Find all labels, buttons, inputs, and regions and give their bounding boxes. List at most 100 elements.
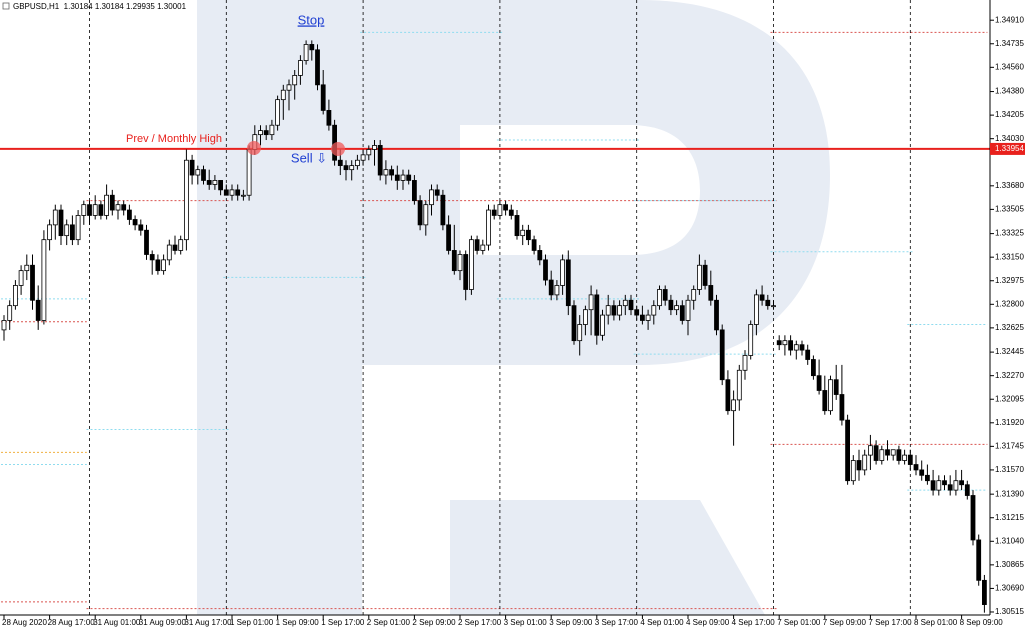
candle-body [907, 454, 913, 465]
candle-body [280, 89, 286, 101]
candle-body [1, 320, 7, 331]
candle-body [201, 169, 206, 181]
y-tick-label: 1.31745 [995, 441, 1024, 450]
candle-body [468, 239, 474, 290]
candle-body [873, 445, 879, 461]
watermark-stem [197, 0, 362, 615]
candle-body [645, 314, 651, 321]
candle-body [47, 224, 52, 241]
prev-high-annotation: Prev / Monthly High [126, 133, 222, 145]
candle-body [526, 229, 531, 241]
candle-body [885, 449, 890, 456]
candle-body [491, 209, 497, 216]
candle-body [451, 250, 457, 272]
candle-body [440, 194, 446, 226]
candle-body [600, 314, 605, 336]
candle-body [218, 180, 224, 191]
x-tick-label: 7 Sep 01:00 [777, 618, 821, 627]
candle-body [731, 399, 736, 412]
price-label-box [990, 142, 1025, 155]
candle-body [805, 349, 811, 360]
candle-body [754, 294, 759, 325]
candle-body [115, 204, 121, 211]
candle-body [292, 75, 298, 86]
candle-body [845, 419, 850, 482]
y-tick-label: 1.33325 [995, 229, 1024, 238]
x-tick-label: 2 Sep 09:00 [412, 618, 456, 627]
x-tick-label: 2 Sep 01:00 [367, 618, 411, 627]
candle-body [263, 130, 269, 136]
candle-body [936, 480, 942, 491]
candle-body [759, 294, 765, 301]
x-tick-label: 28 Aug 2020 [2, 618, 47, 627]
candles [1, 40, 987, 613]
candle-body [161, 259, 167, 272]
candle-body [793, 344, 799, 351]
candle-body [765, 299, 771, 307]
candle-body [189, 159, 195, 176]
candle-body [982, 579, 987, 605]
candle-body [719, 329, 725, 381]
candle-body [457, 254, 463, 272]
candle-body [816, 375, 822, 391]
candle-body [75, 215, 81, 241]
watermark-leg [450, 500, 765, 615]
candle-body [275, 99, 281, 126]
candle-body [87, 204, 92, 216]
candle-body [679, 305, 685, 321]
candle-body [925, 474, 930, 482]
candle-body [964, 484, 970, 496]
x-tick-label: 3 Sep 01:00 [504, 618, 548, 627]
header-icon [2, 2, 10, 10]
candle-body [183, 159, 189, 241]
x-tick-label: 31 Aug 17:00 [184, 618, 232, 627]
candle-body [577, 324, 583, 342]
candle-body [246, 149, 252, 196]
candle-body [702, 264, 708, 286]
candle-body [896, 449, 902, 461]
candle-body [486, 209, 491, 246]
candle-body [651, 305, 657, 316]
candle-body [788, 340, 793, 351]
candle-body [862, 454, 868, 471]
y-tick-label: 1.31390 [995, 489, 1024, 498]
candle-body [856, 460, 862, 471]
y-tick-label: 1.34910 [995, 15, 1024, 24]
candle-body [195, 169, 201, 176]
stop-annotation: Stop [298, 12, 325, 27]
candle-body [583, 309, 588, 325]
candle-body [919, 469, 925, 476]
candle-body [668, 299, 674, 311]
candle-body [309, 44, 315, 51]
watermark [197, 0, 830, 615]
candle-body [429, 189, 434, 206]
watermark-bowl [362, 0, 830, 365]
candle-body [320, 84, 326, 111]
y-tick-label: 1.32270 [995, 371, 1024, 380]
y-tick-label: 1.31920 [995, 418, 1024, 427]
candle-body [144, 229, 149, 255]
candle-body [109, 194, 115, 211]
candle-body [771, 305, 776, 308]
candle-body [560, 259, 565, 286]
candle-body [594, 294, 600, 336]
entry-marker [331, 142, 345, 156]
candle-body [446, 224, 452, 251]
y-tick-label: 1.31040 [995, 536, 1024, 545]
candle-body [611, 305, 617, 316]
candle-body [366, 149, 372, 156]
candle-body [121, 204, 127, 211]
candle-body [383, 169, 389, 176]
candle-body [372, 145, 377, 150]
y-tick-label: 1.33150 [995, 252, 1024, 261]
candle-body [104, 194, 109, 216]
candle-body [354, 159, 360, 167]
y-tick-label: 1.30515 [995, 607, 1024, 616]
candle-body [543, 259, 548, 281]
candle-body [531, 239, 537, 251]
candle-body [411, 180, 417, 202]
candle-body [480, 244, 486, 251]
candle-body [605, 305, 611, 316]
candle-body [52, 209, 58, 226]
